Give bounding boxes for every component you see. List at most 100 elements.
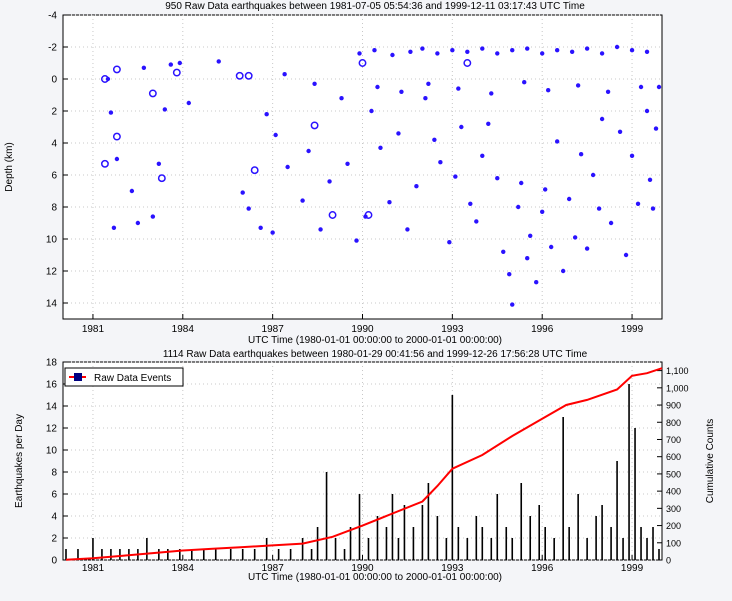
depth-y-tick-label: 10	[46, 235, 58, 246]
depth-x-ticks: 1981 1984 1987 1990 1993 1996 1999	[82, 314, 644, 335]
depth-point	[605, 89, 611, 95]
depth-point	[495, 51, 500, 56]
depth-point	[480, 46, 485, 51]
depth-x-tick-label: 1990	[351, 324, 374, 335]
rate-y2-tick-label: 300	[666, 504, 681, 514]
depth-point	[186, 100, 191, 106]
rate-bars	[65, 384, 660, 560]
depth-point	[156, 161, 162, 166]
rate-y2-tick-label: 500	[666, 469, 681, 479]
depth-point	[623, 252, 629, 258]
depth-point	[566, 196, 572, 202]
depth-point-open	[235, 71, 244, 80]
depth-chart-title: 950 Raw Data earthquakes between 1981-07…	[165, 1, 585, 12]
depth-point-open	[100, 159, 109, 168]
rate-x-tick-label: 1984	[172, 563, 195, 574]
depth-point	[129, 188, 135, 194]
depth-point	[480, 153, 485, 158]
depth-point	[399, 89, 404, 95]
depth-point	[507, 272, 512, 277]
depth-points	[100, 44, 662, 307]
depth-point	[540, 209, 545, 214]
depth-y-tick-label: -2	[48, 43, 57, 54]
rate-y-tick-label: 14	[46, 402, 58, 413]
depth-point	[435, 51, 440, 56]
depth-y-tick-label: 2	[51, 107, 57, 118]
depth-point	[459, 124, 464, 130]
depth-point	[306, 148, 311, 154]
depth-point	[656, 84, 662, 90]
rate-y-tick-label: 16	[46, 380, 58, 391]
depth-y-tick-label: 0	[51, 75, 57, 86]
rate-cumulative-line	[65, 367, 663, 561]
depth-x-axis-label: UTC Time (1980-01-01 00:00:00 to 2000-01…	[248, 335, 502, 346]
depth-point	[264, 112, 269, 117]
depth-x-tick-label: 1981	[82, 324, 105, 335]
rate-x-tick-label: 1999	[621, 563, 644, 574]
depth-point	[408, 49, 413, 54]
depth-point	[474, 219, 479, 224]
rate-y2-tick-label: 600	[666, 452, 681, 462]
depth-y-tick-label: 4	[51, 139, 57, 150]
depth-x-tick-label: 1993	[441, 324, 464, 335]
rate-y2-tick-label: 400	[666, 487, 681, 497]
depth-point-open	[112, 65, 121, 74]
depth-point	[216, 59, 221, 64]
depth-point	[468, 201, 473, 206]
depth-point-open	[157, 174, 166, 183]
depth-point	[465, 49, 470, 54]
depth-x-tick-label: 1999	[621, 324, 644, 335]
depth-point	[453, 174, 458, 179]
depth-point	[644, 49, 650, 54]
rate-y2-tick-label: 200	[666, 521, 681, 531]
rate-y2-tick-label: 900	[666, 401, 681, 411]
depth-point	[258, 225, 263, 230]
depth-point-open	[310, 121, 319, 130]
depth-point	[599, 116, 605, 122]
depth-point	[650, 206, 656, 211]
rate-y2-tick-label: 700	[666, 435, 681, 445]
rate-y-ticks: 0 2 4 6 8 10 12 14 16 18	[46, 358, 68, 567]
depth-point	[495, 176, 500, 181]
depth-point	[318, 227, 323, 232]
rate-y2-ticks: 0 100 200 300 400 500 600 700 800 900 1,000 1,100	[657, 366, 689, 566]
depth-point	[327, 179, 332, 184]
depth-point	[554, 139, 560, 144]
depth-point	[447, 240, 452, 245]
rate-y2-tick-label: 1,100	[666, 366, 689, 376]
depth-point	[456, 86, 461, 91]
depth-point	[354, 238, 359, 243]
rate-y-tick-label: 12	[46, 424, 58, 435]
depth-point	[396, 131, 401, 136]
rate-y2-axis-label: Cumulative Counts	[705, 419, 716, 503]
depth-point	[489, 91, 494, 96]
depth-point	[390, 52, 395, 58]
rate-y-tick-label: 18	[46, 358, 58, 369]
depth-point-open	[100, 75, 109, 83]
depth-point	[525, 256, 530, 261]
depth-point	[575, 83, 581, 88]
depth-point	[629, 153, 635, 158]
depth-point	[162, 107, 168, 112]
depth-point-open	[328, 211, 337, 219]
depth-point-open	[148, 89, 157, 98]
depth-point	[525, 46, 530, 51]
depth-point	[528, 233, 533, 238]
depth-point	[590, 172, 596, 178]
rate-x-tick-label: 1987	[262, 563, 285, 574]
depth-point	[516, 204, 521, 210]
rate-y-axis-label: Earthquakes per Day	[14, 414, 25, 508]
depth-point	[240, 190, 245, 195]
depth-y-ticks: -4 -2 0 2 4 6 8 10 12 14	[46, 11, 68, 310]
depth-point	[270, 230, 275, 235]
depth-point	[111, 225, 117, 230]
rate-chart: 1114 Raw Data earthquakes between 1980-0…	[14, 349, 716, 583]
depth-point	[522, 80, 527, 85]
depth-x-tick-label: 1984	[172, 324, 195, 335]
depth-point	[426, 81, 431, 87]
depth-point	[614, 44, 620, 50]
depth-point	[584, 46, 590, 51]
depth-point	[378, 145, 383, 150]
depth-point	[647, 177, 653, 182]
